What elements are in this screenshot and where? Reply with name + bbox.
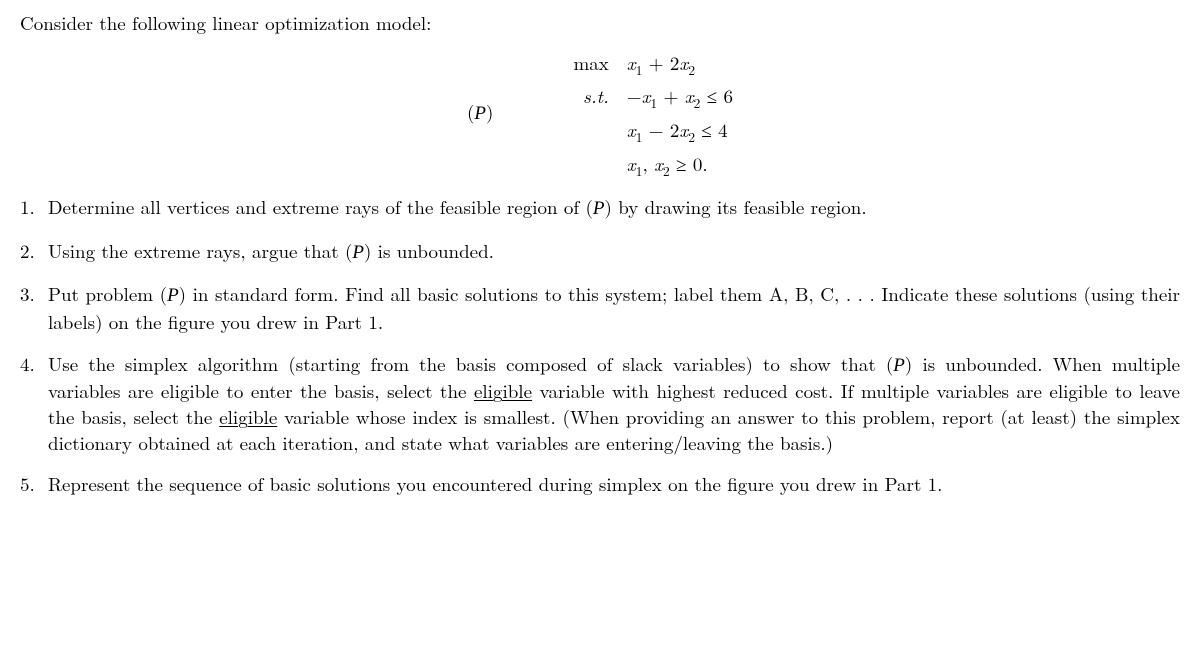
- p1-text-a: Determine all vertices and extreme rays …: [48, 193, 593, 220]
- p2-text-a: Using the extreme rays, argue that (: [48, 237, 352, 264]
- p1-text-b: ) by drawing its feasible region.: [605, 193, 867, 220]
- optimization-model: (P) max x1 + 2x2 s.t. −x1 + x2 ≤ 6 x1 − …: [20, 50, 1180, 177]
- p3-calP: P: [167, 285, 179, 306]
- p1-calP: P: [593, 198, 605, 219]
- p4-underline-2: eligible: [219, 403, 277, 430]
- p3-text-b: ) in standard form. Find all basic solut…: [48, 280, 1180, 335]
- constraint-2: x1 − 2x2 ≤ 4: [627, 117, 733, 143]
- p3-text-a: Put problem (: [48, 280, 167, 307]
- p4-calP: P: [893, 355, 905, 376]
- objective-op: max: [573, 50, 608, 76]
- p5-text: Represent the sequence of basic solution…: [48, 470, 942, 497]
- problem-1: Determine all vertices and extreme rays …: [20, 194, 1180, 222]
- nonneg-constraint: x1, x2 ≥ 0.: [627, 151, 733, 177]
- model-body: max x1 + 2x2 s.t. −x1 + x2 ≤ 6 x1 − 2x2 …: [573, 50, 733, 177]
- model-label: (P): [467, 99, 493, 127]
- intro-text: Consider the following linear optimizati…: [20, 10, 1180, 36]
- p2-calP: P: [352, 242, 364, 263]
- objective-expr: x1 + 2x2: [627, 50, 733, 76]
- problem-4: Use the simplex algorithm (starting from…: [20, 351, 1180, 456]
- problem-3: Put problem (P) in standard form. Find a…: [20, 281, 1180, 334]
- constraint-1: −x1 + x2 ≤ 6: [627, 83, 733, 109]
- p2-text-b: ) is unbounded.: [364, 237, 494, 264]
- problem-list: Determine all vertices and extreme rays …: [20, 194, 1180, 497]
- p4-underline-1: eligible: [474, 377, 532, 404]
- problem-2: Using the extreme rays, argue that (P) i…: [20, 238, 1180, 266]
- subject-to: s.t.: [573, 83, 608, 109]
- label-letter: P: [474, 103, 486, 124]
- p4-text-a: Use the simplex algorithm (starting from…: [48, 350, 893, 377]
- problem-5: Represent the sequence of basic solution…: [20, 471, 1180, 497]
- label-close: ): [486, 98, 493, 125]
